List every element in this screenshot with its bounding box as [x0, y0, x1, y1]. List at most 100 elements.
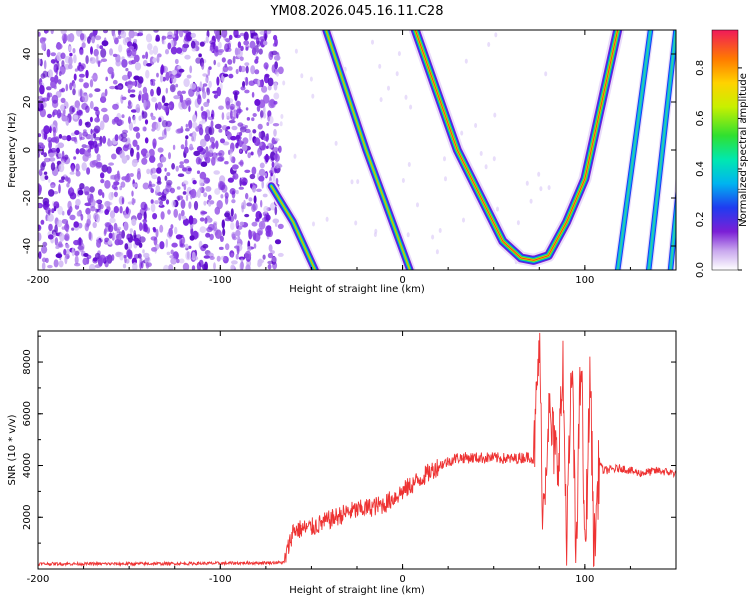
noise-blob — [184, 54, 191, 60]
noise-blob — [100, 172, 105, 179]
noise-blob — [404, 94, 408, 100]
noise-blob — [144, 137, 149, 144]
noise-blob — [117, 35, 122, 39]
noise-blob — [188, 201, 192, 209]
noise-blob — [262, 254, 266, 260]
noise-blob — [112, 79, 118, 85]
noise-blob — [134, 62, 142, 71]
noise-blob — [102, 135, 107, 144]
noise-blob — [111, 254, 115, 261]
noise-blob — [122, 144, 129, 152]
noise-blob — [155, 34, 160, 42]
noise-blob — [231, 199, 236, 204]
noise-blob — [75, 163, 80, 172]
noise-blob — [50, 147, 57, 153]
noise-blob — [178, 213, 182, 221]
noise-blob — [203, 192, 208, 198]
noise-blob — [121, 155, 128, 164]
noise-blob — [484, 164, 488, 170]
noise-blob — [80, 33, 85, 41]
noise-blob — [218, 105, 224, 110]
noise-blob — [203, 101, 210, 107]
y-tick-label: 8000 — [22, 349, 33, 374]
noise-blob — [274, 161, 280, 169]
noise-blob — [258, 131, 262, 139]
noise-blob — [165, 125, 171, 132]
noise-blob — [180, 209, 185, 217]
noise-blob — [182, 262, 190, 270]
ridge-6 — [666, 173, 676, 270]
noise-blob — [143, 223, 148, 233]
noise-blob — [267, 115, 274, 125]
noise-blob — [251, 117, 255, 122]
noise-blob — [51, 94, 59, 104]
noise-blob — [50, 59, 56, 64]
noise-blob — [116, 233, 122, 241]
noise-blob — [409, 104, 413, 110]
ridge-3-stroke — [414, 30, 619, 261]
noise-blob — [193, 150, 201, 157]
noise-blob — [248, 197, 253, 202]
noise-blob — [189, 65, 193, 74]
noise-blob — [53, 201, 60, 209]
noise-blob — [108, 162, 114, 166]
noise-blob — [272, 218, 280, 224]
noise-blob — [85, 145, 90, 149]
noise-blob — [155, 102, 158, 111]
noise-blob — [97, 189, 103, 196]
noise-blob — [207, 194, 212, 201]
noise-blob — [131, 218, 137, 226]
noise-blob — [217, 62, 221, 68]
noise-blob — [189, 143, 194, 151]
noise-blob — [100, 92, 106, 102]
noise-blob — [221, 30, 228, 38]
noise-blob — [232, 173, 239, 180]
noise-blob — [493, 112, 497, 118]
noise-blob — [156, 86, 161, 96]
noise-blob — [50, 184, 55, 189]
ridge-3 — [408, 30, 625, 267]
noise-blob — [261, 180, 265, 189]
noise-blob — [229, 152, 232, 162]
noise-blob — [209, 200, 215, 205]
noise-blob — [257, 78, 261, 87]
noise-blob — [155, 243, 160, 250]
noise-blob — [215, 140, 219, 149]
snr-y-ticks: 2000 4000 6000 8000 — [22, 335, 676, 544]
noise-blob — [252, 129, 257, 134]
noise-blob — [242, 137, 249, 145]
noise-blob — [227, 59, 233, 65]
noise-blob — [221, 125, 228, 131]
noise-blob — [65, 83, 69, 92]
noise-blob — [263, 62, 269, 70]
noise-blob — [109, 217, 116, 223]
noise-blob — [213, 94, 218, 99]
noise-blob — [277, 252, 284, 257]
noise-blob — [169, 84, 176, 93]
noise-blob — [121, 229, 125, 239]
noise-blob — [68, 46, 72, 52]
noise-blob — [111, 73, 114, 80]
noise-blob — [190, 40, 196, 49]
noise-blob — [243, 31, 249, 41]
noise-blob — [203, 200, 207, 206]
noise-blob — [184, 34, 191, 42]
noise-blob — [160, 211, 165, 220]
noise-blob — [137, 168, 141, 175]
noise-blob — [142, 182, 150, 190]
noise-blob — [78, 118, 83, 126]
noise-blob — [258, 220, 266, 230]
noise-blob — [79, 49, 84, 56]
noise-blob — [237, 235, 241, 243]
noise-blob — [101, 107, 108, 113]
noise-blob — [104, 180, 111, 189]
noise-blob — [201, 62, 205, 70]
noise-blob — [273, 128, 277, 137]
noise-blob — [213, 262, 216, 270]
noise-blob — [168, 264, 174, 270]
noise-blob — [151, 128, 156, 132]
noise-blob — [252, 202, 258, 211]
noise-blob — [88, 231, 92, 241]
noise-blob — [164, 175, 168, 181]
